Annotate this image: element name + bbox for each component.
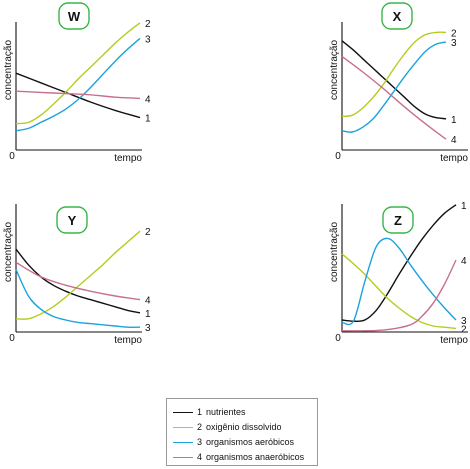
series-label-1: 1: [461, 201, 467, 212]
series-label-1: 1: [451, 115, 457, 126]
legend: 1 nutrientes 2 oxigênio dissolvido 3 organism…: [166, 398, 318, 466]
chart-badge: [381, 2, 413, 30]
chart-title: X: [393, 9, 402, 24]
series-label-3: 3: [145, 323, 151, 334]
legend-swatch: [173, 426, 193, 428]
chart-badge: [58, 2, 90, 30]
series-line-3: [341, 41, 447, 133]
series-label-4: 4: [461, 256, 467, 267]
legend-swatch: [173, 456, 193, 458]
series-line-1: [341, 204, 457, 322]
y-axis-label: concentração: [329, 222, 340, 282]
y-axis-label: concentração: [3, 40, 14, 100]
y-axis-label: concentração: [329, 40, 340, 100]
series-line-2: [341, 31, 447, 118]
legend-number: 1: [197, 407, 203, 417]
series-line-2: [341, 253, 457, 330]
series-label-2: 2: [145, 19, 151, 30]
legend-item-3: 3 organismos aeróbicos: [173, 435, 294, 449]
legend-label: oxigênio dissolvido: [206, 422, 282, 432]
x-axis-label: tempo: [114, 335, 142, 346]
series-line-4: [15, 90, 141, 100]
series-line-3: [15, 37, 141, 132]
series-line-3: [341, 237, 457, 326]
legend-item-4: 4 organismos anaeróbicos: [173, 450, 304, 464]
series-label-4: 4: [451, 135, 457, 146]
legend-swatch: [173, 411, 193, 413]
series-label-4: 4: [145, 296, 151, 307]
legend-label: nutrientes: [206, 407, 246, 417]
legend-number: 2: [197, 422, 203, 432]
legend-item-2: 2 oxigênio dissolvido: [173, 420, 282, 434]
series-line-4: [341, 55, 447, 140]
series-label-2: 2: [451, 28, 457, 39]
series-line-1: [341, 40, 447, 120]
legend-number: 4: [197, 452, 203, 462]
series-label-1: 1: [145, 309, 151, 320]
series-label-1: 1: [145, 114, 151, 125]
series-line-1: [15, 72, 141, 119]
y-axis-label: concentração: [3, 222, 14, 282]
origin-label: 0: [9, 151, 15, 162]
series-line-4: [341, 259, 457, 332]
x-axis-label: tempo: [114, 153, 142, 164]
series-line-3: [15, 269, 141, 328]
series-label-3: 3: [461, 316, 467, 327]
legend-item-1: 1 nutrientes: [173, 405, 246, 419]
legend-number: 3: [197, 437, 203, 447]
origin-label: 0: [9, 333, 15, 344]
series-line-1: [15, 248, 141, 314]
chart-badge: [382, 206, 414, 234]
chart-title: Z: [394, 213, 402, 228]
series-label-3: 3: [145, 34, 151, 45]
x-axis-label: tempo: [440, 335, 468, 346]
series-label-2: 2: [145, 227, 151, 238]
series-line-2: [15, 22, 141, 125]
legend-label: organismos anaeróbicos: [206, 452, 305, 462]
series-line-2: [15, 230, 141, 320]
chart-title: W: [68, 9, 81, 24]
legend-swatch: [173, 441, 193, 443]
legend-label: organismos aeróbicos: [206, 437, 295, 447]
origin-label: 0: [335, 333, 341, 344]
series-label-3: 3: [451, 38, 457, 49]
series-label-2: 2: [461, 324, 467, 335]
x-axis-label: tempo: [440, 153, 468, 164]
series-label-4: 4: [145, 94, 151, 105]
chart-badge: [56, 206, 88, 234]
series-line-4: [15, 261, 141, 301]
origin-label: 0: [335, 151, 341, 162]
chart-title: Y: [68, 213, 77, 228]
